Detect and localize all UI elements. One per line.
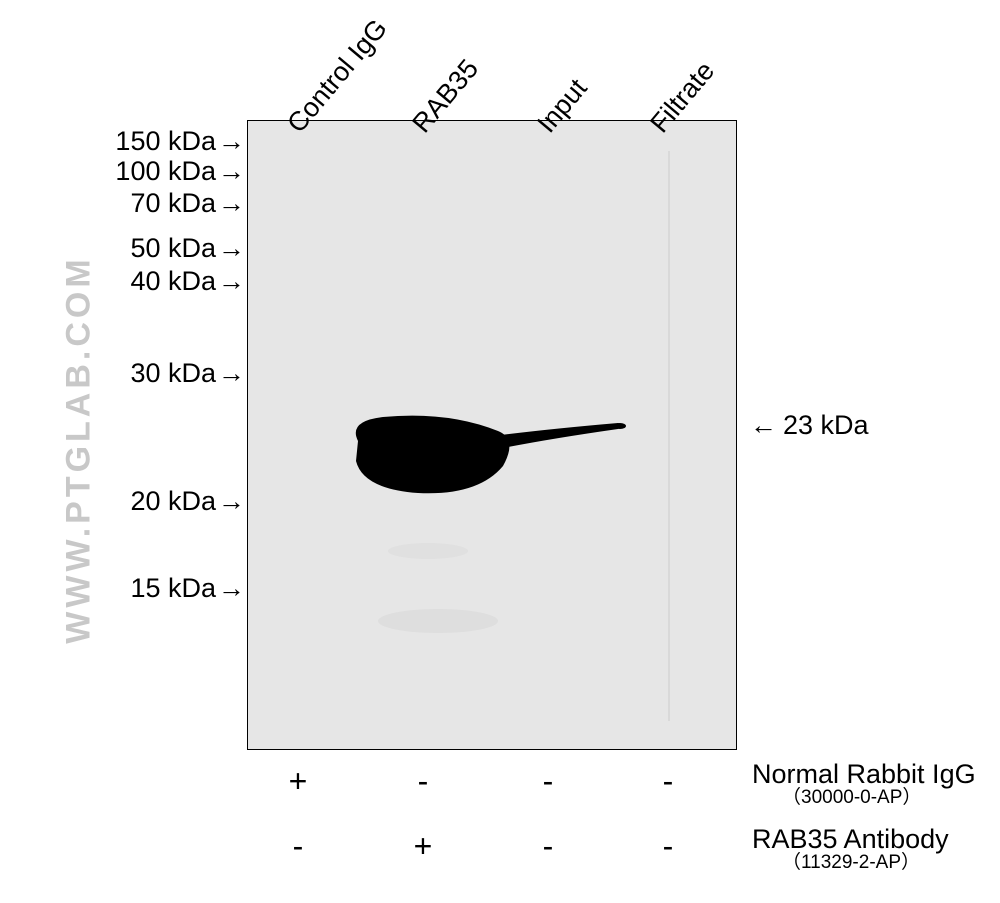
mw-30-text: 30 kDa [130, 358, 216, 388]
mark-r1-c1: + [408, 828, 438, 865]
mw-40: 40 kDa→ [99, 266, 245, 297]
mw-50-text: 50 kDa [130, 233, 216, 263]
mw-100: 100 kDa→ [85, 156, 245, 187]
arrow-right-icon: → [218, 266, 245, 297]
mw-50: 50 kDa→ [99, 233, 245, 264]
watermark-text: WWW.PTGLAB.COM [60, 255, 99, 643]
arrow-right-icon: → [218, 233, 245, 264]
arrow-right-icon: → [218, 126, 245, 157]
arrow-right-icon: → [218, 156, 245, 187]
ab-label-rab35-antibody: RAB35 Antibody （11329-2-AP） [752, 825, 949, 873]
mark-r0-c0: + [283, 763, 313, 800]
arrow-right-icon: → [218, 188, 245, 219]
mw-70-text: 70 kDa [130, 188, 216, 218]
mw-20: 20 kDa→ [99, 486, 245, 517]
mw-100-text: 100 kDa [115, 156, 216, 186]
arrow-right-icon: → [218, 486, 245, 517]
blot-membrane [247, 120, 737, 750]
arrow-right-icon: → [218, 358, 245, 389]
ab-label-0-sub: （30000-0-AP） [752, 788, 976, 808]
mw-30: 30 kDa→ [99, 358, 245, 389]
mw-15: 15 kDa→ [99, 573, 245, 604]
mw-15-text: 15 kDa [130, 573, 216, 603]
mw-150: 150 kDa→ [85, 126, 245, 157]
ab-label-1-main: RAB35 Antibody [752, 824, 949, 854]
mark-r1-c0: - [283, 828, 313, 865]
mark-r0-c3: - [653, 763, 683, 800]
mark-r1-c2: - [533, 828, 563, 865]
ab-label-0-main: Normal Rabbit IgG [752, 759, 976, 789]
ab-label-1-sub: （11329-2-AP） [752, 853, 949, 873]
detected-band-text: 23 kDa [783, 410, 869, 440]
detected-band-label: ←23 kDa [750, 410, 869, 441]
ab-label-normal-rabbit-igg: Normal Rabbit IgG （30000-0-AP） [752, 760, 976, 808]
arrow-right-icon: → [218, 573, 245, 604]
figure-canvas: WWW.PTGLAB.COM Control IgG RAB35 Input F… [0, 0, 1000, 903]
mark-r1-c3: - [653, 828, 683, 865]
mw-70: 70 kDa→ [99, 188, 245, 219]
mw-40-text: 40 kDa [130, 266, 216, 296]
membrane-svg [248, 121, 737, 750]
mark-r0-c1: - [408, 763, 438, 800]
mw-20-text: 20 kDa [130, 486, 216, 516]
mark-r0-c2: - [533, 763, 563, 800]
arrow-left-icon: ← [750, 410, 777, 441]
mw-150-text: 150 kDa [115, 126, 216, 156]
